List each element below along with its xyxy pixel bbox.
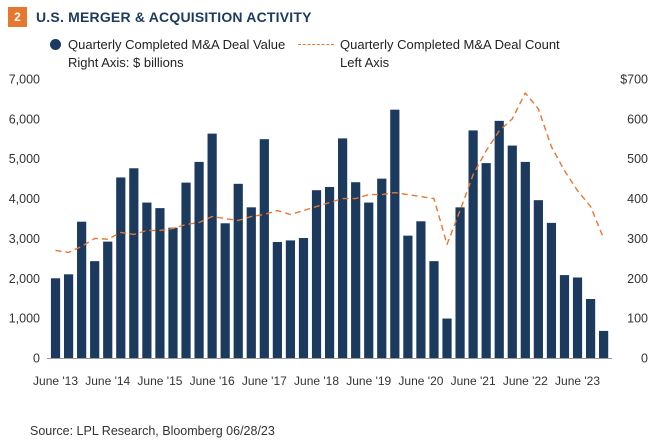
- right-axis-tick-label: 300: [627, 232, 648, 246]
- legend-label-right-axis: Right Axis: $ billions: [68, 55, 184, 70]
- x-axis-tick-label: June '18: [294, 374, 339, 388]
- bar-deal-value: [494, 120, 504, 358]
- chart-title: U.S. MERGER & ACQUISITION ACTIVITY: [36, 9, 312, 25]
- x-axis-tick-label: June '15: [137, 374, 182, 388]
- bar-deal-value: [129, 168, 139, 358]
- bar-deal-value: [50, 278, 61, 358]
- bar-deal-value: [481, 163, 491, 358]
- bar-deal-value: [103, 241, 113, 358]
- bar-deal-value: [429, 261, 439, 358]
- bar-deal-value: [259, 139, 269, 358]
- bar-deal-value: [233, 183, 243, 358]
- legend-label-deal-count: Quarterly Completed M&A Deal Count: [340, 37, 560, 52]
- right-axis-tick-label: 600: [627, 112, 648, 126]
- bar-deal-value: [298, 238, 309, 358]
- bar-deal-value: [507, 145, 517, 358]
- bar-deal-value: [533, 200, 543, 358]
- right-axis-tick-label: 400: [627, 192, 648, 206]
- bar-deal-value: [364, 202, 374, 358]
- bar-deal-value: [572, 277, 583, 358]
- legend-item-deal-value: Quarterly Completed M&A Deal Value Right…: [50, 36, 285, 72]
- left-axis-tick-label: 0: [33, 352, 40, 366]
- legend-marker-line: [298, 44, 334, 45]
- right-axis-tick-label: 100: [627, 312, 648, 326]
- left-axis-tick-label: 2,000: [9, 272, 40, 286]
- right-axis-tick-label: 0: [641, 352, 648, 366]
- bar-deal-value: [285, 240, 296, 358]
- bar-deal-value: [377, 178, 387, 358]
- x-axis-tick-label: June '19: [346, 374, 391, 388]
- left-axis-tick-label: 5,000: [9, 152, 40, 166]
- bar-deal-value: [116, 177, 126, 358]
- right-axis-tick-label: $700: [620, 73, 648, 87]
- legend-label-left-axis: Left Axis: [340, 55, 390, 70]
- bar-deal-value: [311, 190, 322, 358]
- bar-deal-value: [142, 202, 152, 358]
- bar-deal-value: [338, 138, 348, 358]
- left-axis-tick-label: 1,000: [9, 312, 40, 326]
- bar-deal-value: [599, 330, 609, 358]
- bar-deal-value: [403, 235, 413, 358]
- legend-label-deal-value: Quarterly Completed M&A Deal Value: [68, 37, 286, 52]
- legend-item-deal-count: Quarterly Completed M&A Deal Count Left …: [298, 36, 560, 72]
- source-note: Source: LPL Research, Bloomberg 06/28/23: [30, 424, 275, 438]
- bar-deal-value: [194, 161, 204, 358]
- bar-deal-value: [155, 208, 165, 358]
- bar-deal-value: [546, 222, 557, 358]
- x-axis-tick-label: June '14: [85, 374, 130, 388]
- x-axis-tick-label: June '17: [242, 374, 287, 388]
- bar-deal-value: [207, 133, 217, 358]
- bar-deal-value: [246, 207, 256, 358]
- x-axis-tick-label: June '16: [190, 374, 235, 388]
- left-axis-tick-label: 3,000: [9, 232, 40, 246]
- bar-deal-value: [181, 182, 191, 358]
- x-axis-tick-label: June '21: [451, 374, 496, 388]
- bar-deal-value: [455, 207, 465, 358]
- bar-deal-value: [220, 223, 230, 358]
- bar-deal-value: [390, 109, 400, 358]
- x-axis-tick-label: June '13: [33, 374, 78, 388]
- bar-deal-value: [90, 261, 100, 358]
- left-axis-tick-label: 4,000: [9, 192, 40, 206]
- x-axis-tick-label: June '23: [555, 374, 600, 388]
- bar-deal-value: [77, 221, 87, 358]
- figure-number-badge: 2: [8, 7, 27, 27]
- bar-deal-value: [559, 275, 570, 358]
- legend-marker-bar: [50, 39, 61, 50]
- bar-deal-value: [520, 161, 530, 358]
- bar-deal-value: [416, 221, 426, 358]
- right-axis-tick-label: 500: [627, 152, 648, 166]
- left-axis-tick-label: 7,000: [9, 73, 40, 87]
- left-axis-tick-label: 6,000: [9, 112, 40, 126]
- x-axis-tick-label: June '22: [503, 374, 548, 388]
- bar-deal-value: [585, 299, 596, 358]
- bar-deal-value: [324, 187, 335, 358]
- bar-deal-value: [272, 242, 282, 358]
- bar-deal-value: [351, 182, 361, 358]
- x-axis-tick-label: June '20: [398, 374, 443, 388]
- line-deal-count: [55, 92, 605, 254]
- bar-deal-value: [168, 227, 178, 358]
- bar-deal-value: [442, 318, 452, 358]
- right-axis-tick-label: 200: [627, 272, 648, 286]
- bar-deal-value: [63, 274, 74, 358]
- bar-deal-value: [468, 130, 478, 358]
